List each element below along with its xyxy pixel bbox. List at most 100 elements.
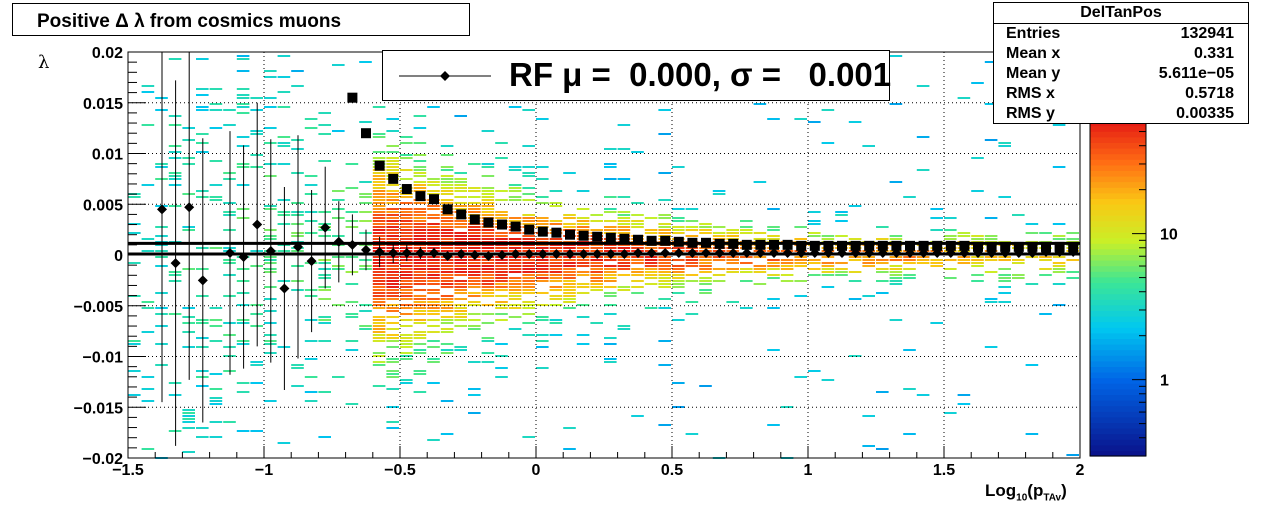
heat-cell: [808, 370, 821, 372]
heat-cell: [522, 292, 535, 294]
heat-cell: [372, 229, 386, 231]
heat-cell: [658, 259, 671, 261]
heat-cell: [889, 277, 903, 279]
heat-cell: [821, 286, 835, 288]
heat-cell: [495, 289, 508, 291]
heat-cell: [631, 274, 644, 276]
heat-cell: [481, 202, 495, 204]
heat-cell: [508, 244, 522, 246]
heat-cell: [291, 367, 304, 369]
heat-cell: [440, 187, 454, 189]
rms-point: [510, 221, 521, 232]
heat-cell: [196, 58, 209, 60]
heat-cell: [413, 235, 427, 237]
heat-cell: [508, 289, 522, 291]
heat-cell: [372, 316, 386, 318]
heat-cell: [549, 259, 563, 261]
heat-cell: [563, 259, 576, 261]
mean-point: [456, 248, 467, 259]
heat-cell: [590, 286, 603, 288]
heat-cell: [590, 244, 603, 246]
heat-cell: [998, 145, 1011, 147]
heat-cell: [685, 247, 699, 249]
stats-value: 0.5718: [1185, 85, 1234, 102]
heat-cell: [128, 262, 141, 264]
heat-cell: [440, 301, 454, 303]
heat-cell: [808, 232, 821, 234]
stats-value: 5.611e−05: [1158, 65, 1234, 82]
heat-cell: [277, 145, 291, 147]
heat-cell: [372, 322, 386, 324]
rms-point: [537, 226, 548, 237]
heat-cell: [372, 172, 386, 174]
heat-cell: [440, 343, 454, 345]
heat-cell: [1012, 277, 1025, 279]
heat-cell: [427, 289, 440, 291]
heat-cell: [808, 220, 821, 222]
heat-cell: [372, 232, 386, 234]
title-box: Positive Δ λ from cosmics muons: [12, 3, 470, 36]
heat-cell: [372, 292, 386, 294]
heat-cell: [372, 226, 386, 228]
heat-cell: [808, 268, 821, 270]
heat-cell: [345, 313, 359, 315]
heat-cell: [685, 301, 699, 303]
heat-cell: [658, 274, 671, 276]
heat-cell: [209, 88, 223, 90]
heat-cell: [576, 244, 590, 246]
heat-cell: [400, 319, 413, 321]
heat-cell: [658, 364, 671, 366]
heat-cell: [236, 55, 250, 57]
colorbar-segment: [1090, 411, 1146, 418]
heat-cell: [998, 142, 1011, 144]
heat-cell: [440, 202, 454, 204]
heat-cell: [427, 358, 440, 360]
heat-cell: [427, 274, 440, 276]
heat-cell: [386, 223, 399, 225]
heat-cell: [400, 169, 413, 171]
stats-row: RMS x 0.5718: [994, 84, 1248, 104]
heat-cell: [522, 283, 535, 285]
heat-cell: [563, 277, 576, 279]
heat-cell: [141, 307, 155, 309]
heat-cell: [971, 280, 984, 282]
heat-cell: [916, 394, 930, 396]
heat-cell: [835, 235, 848, 237]
heat-cell: [400, 289, 413, 291]
heat-cell: [576, 259, 590, 261]
colorbar-segment: [1090, 170, 1146, 177]
heat-cell: [848, 298, 862, 300]
heat-cell: [372, 151, 386, 153]
heat-cell: [196, 133, 209, 135]
heat-cell: [400, 379, 413, 381]
heat-cell: [590, 220, 603, 222]
rms-point: [565, 229, 575, 240]
heat-cell: [780, 268, 794, 270]
heat-cell: [454, 304, 467, 306]
heat-cell: [413, 142, 427, 144]
heat-cell: [168, 58, 182, 60]
heat-cell: [413, 208, 427, 210]
heat-cell: [549, 238, 563, 240]
heat-cell: [984, 139, 998, 141]
heat-cell: [821, 268, 835, 270]
heat-cell: [386, 298, 399, 300]
heat-cell: [182, 427, 195, 429]
mean-point: [497, 250, 507, 260]
heat-cell: [440, 307, 454, 309]
heat-cell: [644, 307, 658, 309]
heat-cell: [672, 274, 685, 276]
heat-cell: [712, 235, 726, 237]
heat-cell: [767, 298, 780, 300]
heat-cell: [835, 274, 848, 276]
heat-cell: [549, 289, 563, 291]
colorbar-segment: [1090, 248, 1146, 255]
heat-cell: [753, 238, 767, 240]
x-axis-label-sub: 10: [1016, 492, 1028, 504]
heat-cell: [182, 451, 195, 453]
heat-cell: [468, 259, 481, 261]
heat-cell: [454, 184, 467, 186]
heat-cell: [631, 262, 644, 264]
heat-cell: [318, 319, 331, 321]
heat-cell: [332, 199, 345, 201]
